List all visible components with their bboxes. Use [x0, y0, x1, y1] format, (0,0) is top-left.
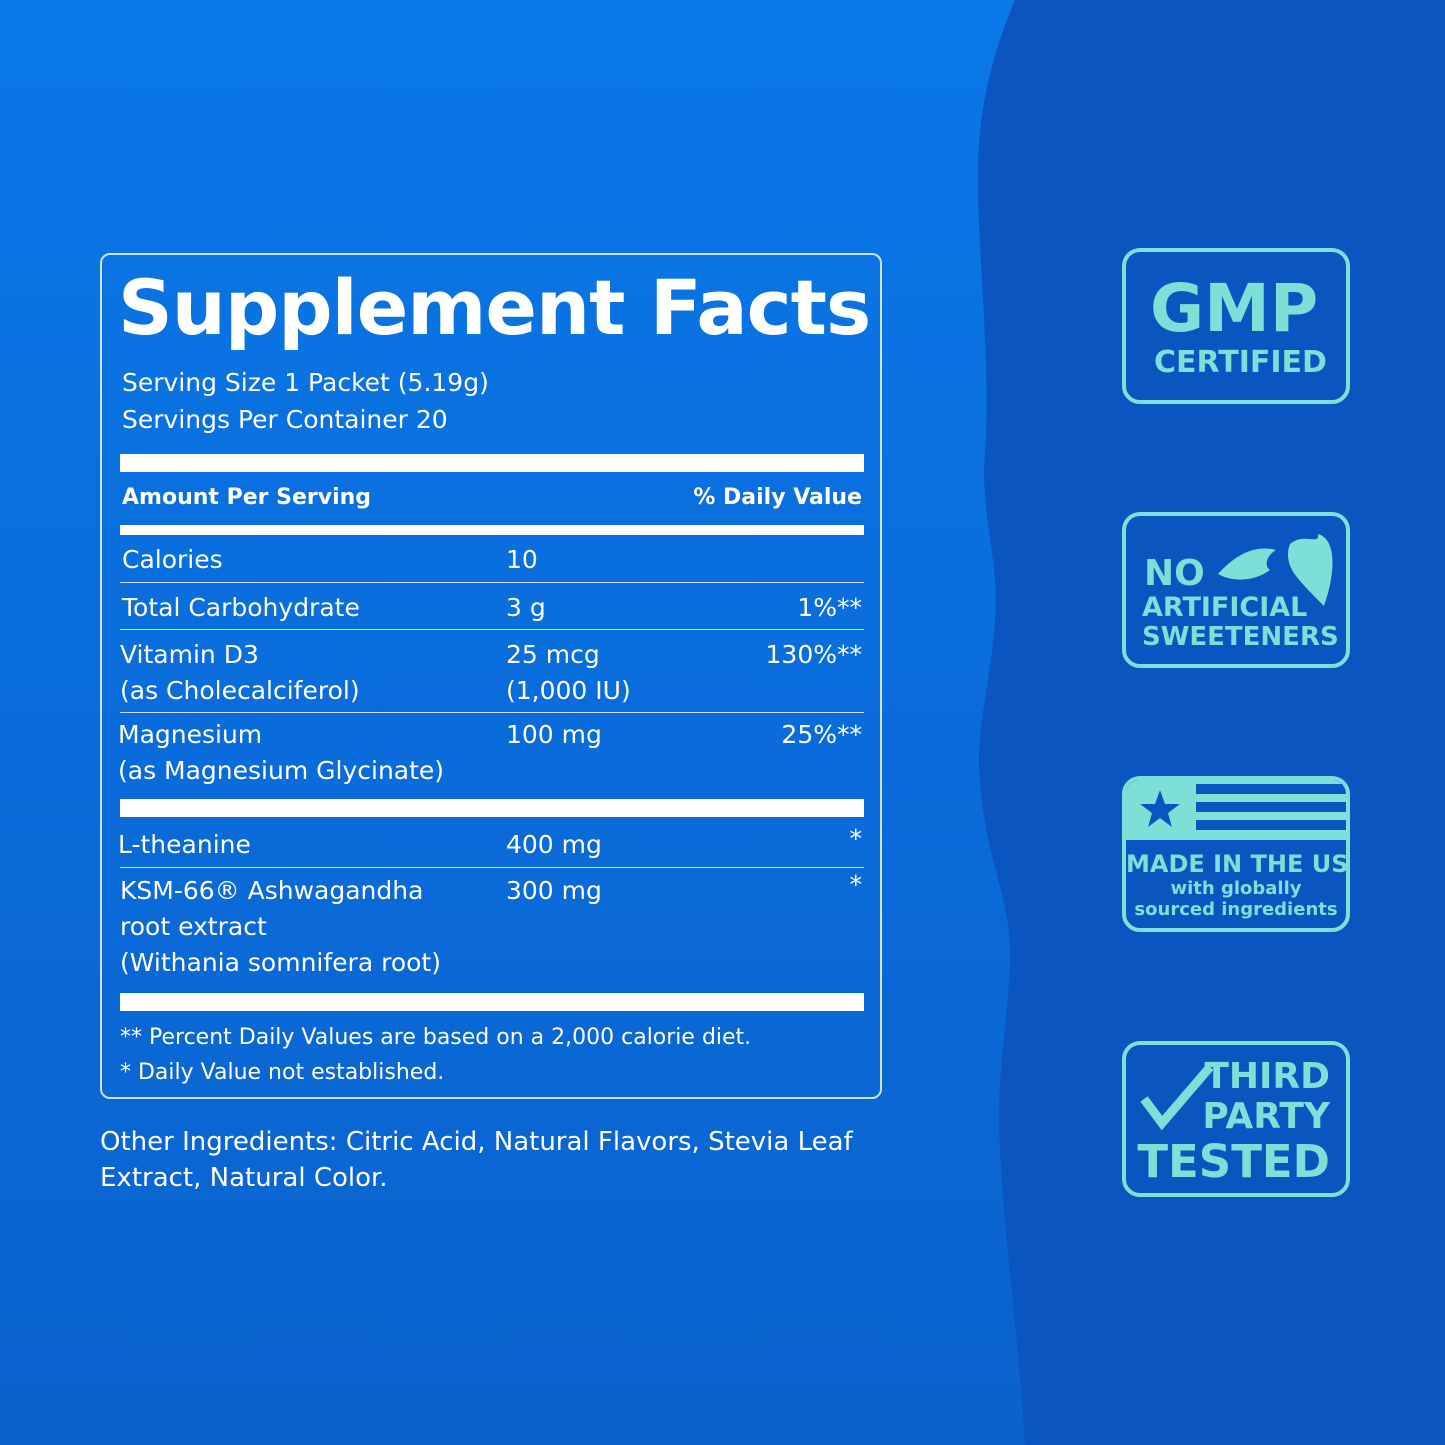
row-name-sub: root extract — [120, 912, 267, 941]
divider-thick — [120, 454, 864, 472]
row-name-sub: (Withania somnifera root) — [120, 948, 441, 977]
divider-thin — [120, 712, 864, 713]
badge-no-artificial-sweeteners: NO ARTIFICIAL SWEETENERS — [1122, 512, 1350, 668]
flag-icon — [1126, 780, 1346, 840]
badge-gmp-certified: GMP CERTIFIED — [1122, 248, 1350, 404]
row-name: Magnesium — [118, 720, 263, 749]
divider-thin — [120, 582, 864, 583]
row-name: L-theanine — [118, 830, 251, 859]
badge-text: PARTY — [1202, 1096, 1330, 1137]
badge-text: ARTIFICIAL — [1142, 592, 1308, 623]
footnote-not-established: * Daily Value not established. — [120, 1060, 445, 1085]
badge-third-party-tested: THIRD PARTY TESTED — [1122, 1041, 1350, 1197]
row-dv: 1%** — [797, 593, 862, 622]
row-name: KSM-66® Ashwagandha — [120, 876, 424, 905]
badge-text: CERTIFIED — [1154, 345, 1327, 380]
divider-thick — [120, 799, 864, 817]
row-amount: 10 — [506, 545, 538, 574]
badge-text: TESTED — [1137, 1135, 1330, 1188]
serving-size: Serving Size 1 Packet (5.19g) — [122, 368, 489, 397]
row-dv: 130%** — [765, 640, 862, 669]
supplement-facts-panel: Supplement Facts Serving Size 1 Packet (… — [100, 253, 882, 1099]
row-dv: 25%** — [781, 720, 862, 749]
leaves-icon — [1218, 534, 1333, 606]
badge-text: GMP — [1150, 270, 1319, 347]
other-ingredients: Other Ingredients: Citric Acid, Natural … — [100, 1127, 853, 1193]
row-amount-sub: (1,000 IU) — [506, 676, 631, 705]
badge-text: NO — [1144, 553, 1205, 594]
header-dv: % Daily Value — [693, 485, 862, 510]
badge-made-in-usa: MADE IN THE USA with globally sourced in… — [1122, 776, 1350, 932]
divider-thick — [120, 993, 864, 1011]
row-dv: * — [849, 824, 863, 853]
footnote-dv: ** Percent Daily Values are based on a 2… — [120, 1025, 752, 1050]
row-amount: 100 mg — [506, 720, 602, 749]
badge-text: SWEETENERS — [1142, 622, 1339, 652]
row-name: Vitamin D3 — [120, 640, 259, 669]
badge-text: MADE IN THE USA — [1126, 850, 1350, 878]
row-amount: 400 mg — [506, 830, 602, 859]
header-amount: Amount Per Serving — [122, 485, 372, 510]
facts-title: Supplement Facts — [118, 263, 871, 352]
row-amount: 3 g — [506, 593, 546, 622]
servings-per-container: Servings Per Container 20 — [122, 405, 448, 434]
checkmark-icon — [1140, 1064, 1214, 1131]
row-name-sub: (as Cholecalciferol) — [120, 676, 360, 705]
divider-medium — [120, 525, 864, 535]
row-dv: * — [849, 870, 863, 899]
divider-thin — [120, 629, 864, 630]
badge-text: sourced ingredients — [1134, 899, 1338, 920]
badge-text: with globally — [1170, 878, 1302, 899]
badge-text: THIRD — [1204, 1056, 1330, 1097]
row-name-sub: (as Magnesium Glycinate) — [118, 756, 445, 785]
row-name: Calories — [122, 545, 223, 574]
row-amount: 25 mcg — [506, 640, 600, 669]
divider-thin — [120, 867, 864, 868]
row-name: Total Carbohydrate — [122, 593, 360, 622]
row-amount: 300 mg — [506, 876, 602, 905]
